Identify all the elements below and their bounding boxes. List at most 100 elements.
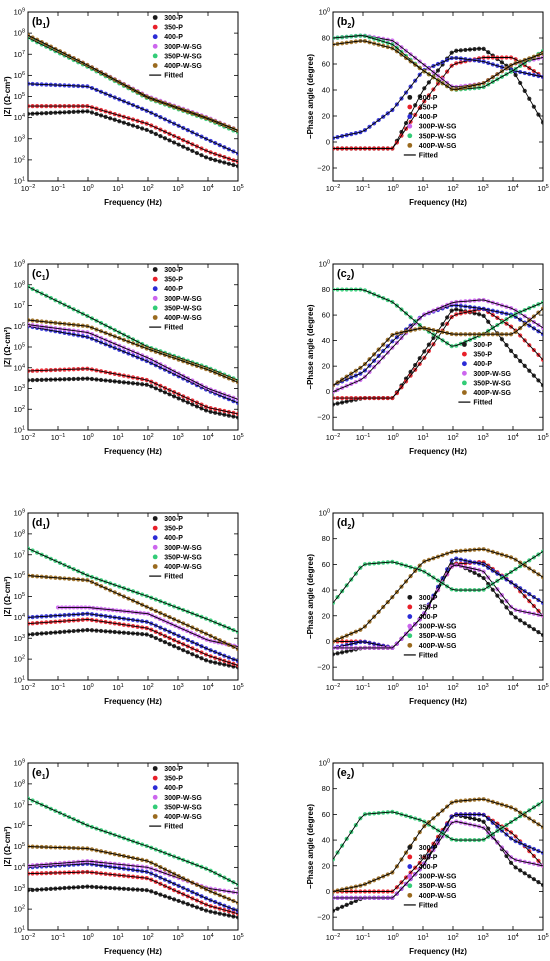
series-400P-W-SG bbox=[28, 573, 238, 652]
legend: 300-P 350-P 400-P 300P-W-SG 350P-W-SG 400P-W-… bbox=[403, 95, 457, 159]
x-tick-label: 10−1 bbox=[356, 433, 371, 442]
legend-label: Fitted bbox=[419, 652, 438, 659]
series-350P-W-SG bbox=[333, 549, 543, 606]
series-400P-W-SG bbox=[28, 317, 238, 385]
legend-label: 400P-W-SG bbox=[419, 143, 457, 150]
legend-swatch bbox=[152, 804, 158, 810]
plot-frame bbox=[332, 512, 544, 681]
y-tick-label: 104 bbox=[14, 113, 25, 122]
legend-label: 300-P bbox=[164, 516, 183, 523]
data-point bbox=[28, 796, 31, 801]
legend-label: Fitted bbox=[473, 400, 492, 407]
panel-label: (e1) bbox=[32, 767, 50, 781]
fitted-line bbox=[333, 308, 543, 405]
y-tick-label: 103 bbox=[14, 884, 25, 893]
legend-label: 300-P bbox=[419, 95, 438, 102]
data-point bbox=[235, 909, 238, 914]
y-tick-label: 40 bbox=[322, 86, 330, 95]
fitted-line bbox=[333, 308, 543, 399]
legend-label: Fitted bbox=[164, 574, 183, 581]
panel-label: (d2) bbox=[337, 517, 355, 531]
x-tick-label: 105 bbox=[537, 433, 548, 442]
x-tick-label: 10−1 bbox=[51, 683, 66, 692]
plot-frame bbox=[332, 11, 544, 182]
legend-label: 400P-W-SG bbox=[473, 390, 511, 397]
x-tick-label: 10−1 bbox=[51, 433, 66, 442]
x-tick-label: 101 bbox=[112, 933, 123, 942]
data-point bbox=[235, 151, 238, 156]
x-tick-label: 104 bbox=[202, 933, 213, 942]
fitted-line bbox=[28, 798, 238, 886]
legend-label: 400-P bbox=[419, 864, 438, 871]
legend-label: 350P-W-SG bbox=[473, 380, 511, 387]
y-tick-label: 102 bbox=[14, 905, 25, 914]
x-tick-label: 100 bbox=[82, 433, 93, 442]
x-tick-label: 102 bbox=[447, 683, 458, 692]
y-axis-label: −Phase angle (degree) bbox=[306, 54, 315, 139]
legend-label: 300-P bbox=[164, 267, 183, 274]
fitted-line bbox=[28, 618, 238, 666]
legend-swatch bbox=[407, 142, 413, 148]
legend-swatch bbox=[152, 766, 158, 771]
legend: 300-P 350-P 400-P 300P-W-SG 350P-W-SG 400P-W-… bbox=[149, 267, 202, 332]
fitted-line bbox=[28, 629, 238, 668]
data-point bbox=[235, 659, 238, 664]
legend-swatch bbox=[152, 43, 158, 49]
panel-e1: 10−2 10−1 100 101 102 103 104 105 101 102 103 104 10… bbox=[3, 759, 244, 957]
legend-label: 350P-W-SG bbox=[419, 883, 457, 890]
y-tick-label: 101 bbox=[14, 177, 25, 186]
panel-c1: 10−2 10−1 100 101 102 103 104 105 101 102 103 104 10… bbox=[3, 260, 244, 457]
fitted-line bbox=[58, 606, 238, 648]
panel-label: (b1) bbox=[32, 16, 50, 30]
y-tick-label: 103 bbox=[14, 634, 25, 643]
series-400P-W-SG bbox=[333, 306, 543, 388]
legend-label: 350-P bbox=[164, 526, 183, 533]
series-400-P bbox=[28, 81, 238, 156]
x-axis-label: Frequency (Hz) bbox=[409, 697, 467, 706]
legend-label: Fitted bbox=[164, 73, 183, 80]
y-tick-label: 106 bbox=[14, 71, 25, 80]
legend-label: 300P-W-SG bbox=[473, 371, 511, 378]
data-point bbox=[235, 397, 238, 402]
fitted-line bbox=[28, 368, 238, 415]
series-350P-W-SG bbox=[333, 799, 543, 862]
y-tick-label: 109 bbox=[14, 759, 25, 768]
y-tick-label: 40 bbox=[322, 836, 330, 845]
fitted-line bbox=[28, 319, 238, 383]
fitted-line bbox=[333, 551, 543, 604]
fitted-line bbox=[333, 801, 543, 860]
y-tick-label: 102 bbox=[14, 655, 25, 664]
x-tick-label: 105 bbox=[232, 933, 243, 942]
x-tick-label: 10−1 bbox=[356, 933, 371, 942]
series-350-P bbox=[28, 869, 238, 916]
legend-label: 350P-W-SG bbox=[164, 554, 202, 561]
y-axis-label: |Z| (Ω·cm²) bbox=[3, 76, 12, 117]
x-tick-label: 104 bbox=[202, 184, 213, 193]
legend-label: 350P-W-SG bbox=[164, 305, 202, 312]
legend-label: 350-P bbox=[164, 277, 183, 284]
data-point bbox=[28, 546, 31, 551]
series-300-P bbox=[28, 627, 238, 670]
x-tick-label: 10−2 bbox=[326, 433, 341, 442]
y-tick-label: 107 bbox=[14, 301, 25, 310]
series-300-P bbox=[333, 307, 543, 407]
data-point bbox=[235, 159, 238, 165]
legend-swatch bbox=[152, 53, 158, 59]
x-tick-label: 105 bbox=[232, 683, 243, 692]
series-350P-W-SG bbox=[28, 546, 238, 635]
x-tick-label: 103 bbox=[477, 933, 488, 942]
legend-label: 300P-W-SG bbox=[164, 795, 202, 802]
x-tick-label: 105 bbox=[537, 933, 548, 942]
series-350-P bbox=[333, 55, 543, 151]
legend: 300-P 350-P 400-P 300P-W-SG 350P-W-SG 400P-W-… bbox=[458, 342, 512, 407]
fitted-line bbox=[333, 308, 543, 386]
series-300-P bbox=[28, 884, 238, 920]
legend-label: Fitted bbox=[164, 325, 183, 332]
fitted-line bbox=[28, 871, 238, 915]
legend-label: 400P-W-SG bbox=[164, 814, 202, 821]
legend: 300-P 350-P 400-P 300P-W-SG 350P-W-SG 400P-W-… bbox=[403, 595, 457, 659]
y-tick-label: 104 bbox=[14, 363, 25, 372]
legend-swatch bbox=[152, 24, 158, 30]
data-point bbox=[333, 383, 336, 388]
y-tick-label: 0 bbox=[326, 637, 330, 646]
